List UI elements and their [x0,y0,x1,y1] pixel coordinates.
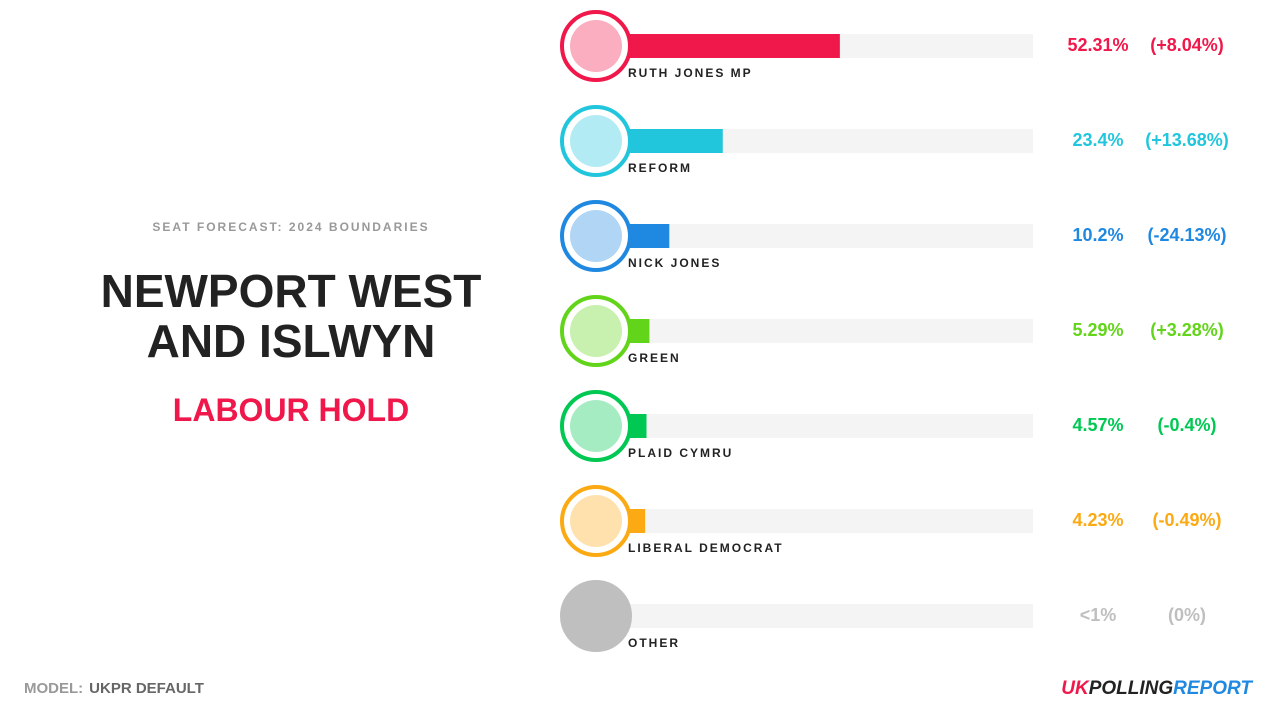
candidate-icon [560,390,632,462]
value-label: 52.31% [1067,35,1128,55]
candidate-name: RUTH JONES MP [628,66,753,80]
candidate-icon [560,105,632,177]
icon-inner [570,210,622,262]
candidate-name: GREEN [628,351,681,365]
candidate-name: LIBERAL DEMOCRAT [628,541,784,555]
candidate-icon [560,485,632,557]
icon-inner [570,115,622,167]
value-label: 23.4% [1072,130,1123,150]
candidate-name: OTHER [628,636,680,650]
bar-track [628,509,1033,533]
icon-inner [570,400,622,452]
brand-part: UK [1061,678,1089,699]
change-label: (+13.68%) [1145,130,1229,150]
result: LABOUR HOLD [172,392,410,428]
value-label: 10.2% [1072,225,1123,245]
bar-track [628,414,1033,438]
candidate-name: NICK JONES [628,256,721,270]
bar-track [628,224,1033,248]
model-label: MODEL: [24,680,84,697]
icon-inner [570,20,622,72]
bar-track [628,319,1033,343]
change-label: (-0.49%) [1152,510,1221,530]
value-label: 5.29% [1072,320,1123,340]
kicker: SEAT FORECAST: 2024 BOUNDARIES [152,220,430,234]
change-label: (-24.13%) [1147,225,1226,245]
candidate-icon [560,580,632,652]
brand-part: POLLING [1088,678,1174,699]
change-label: (-0.4%) [1157,415,1216,435]
candidate-icon [560,200,632,272]
bar [598,34,840,58]
value-label: 4.57% [1072,415,1123,435]
candidate-icon [560,295,632,367]
seat-title: NEWPORT WEST AND ISLWYN [100,265,482,367]
model: MODEL: UKPR DEFAULT [24,680,204,697]
change-label: (+8.04%) [1150,35,1224,55]
change-label: (+3.28%) [1150,320,1224,340]
candidate-icon [560,10,632,82]
value-label: 4.23% [1072,510,1123,530]
brand-part: REPORT [1173,678,1252,699]
candidate-name: REFORM [628,161,692,175]
icon-inner [570,495,622,547]
bar-track [628,604,1033,628]
icon-inner [570,305,622,357]
model-name: UKPR DEFAULT [89,680,204,697]
header: SEAT FORECAST: 2024 BOUNDARIES NEWPORT W… [81,220,501,429]
candidate-name: PLAID CYMRU [628,446,733,460]
brand: UKPOLLINGREPORT [1061,678,1252,700]
change-label: (0%) [1168,605,1206,625]
value-label: <1% [1080,605,1117,625]
